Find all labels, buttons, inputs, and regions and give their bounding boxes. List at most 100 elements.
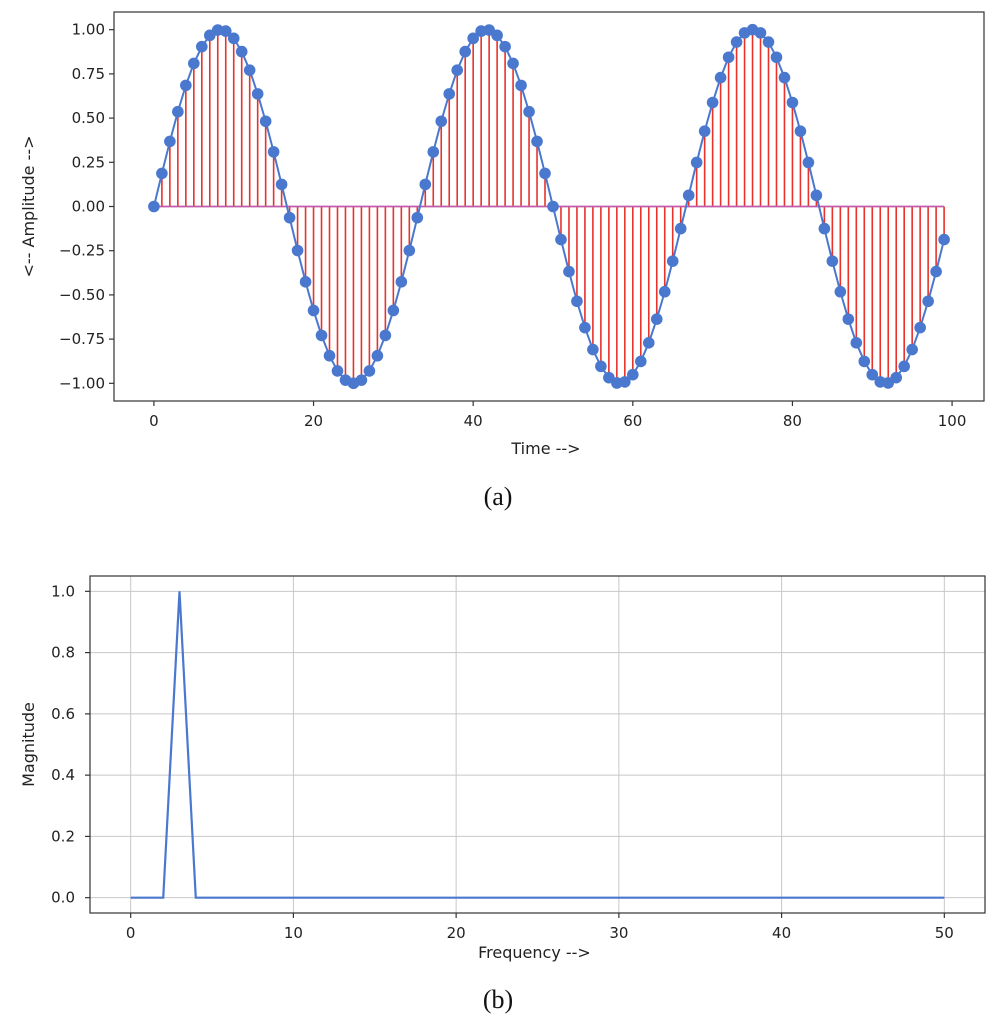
- stem-marker: [722, 51, 735, 64]
- stem-marker: [698, 125, 711, 137]
- stem-marker: [786, 96, 799, 109]
- y-tick-label: −0.50: [59, 286, 105, 304]
- stem-marker: [634, 355, 647, 368]
- stem-marker: [499, 40, 511, 53]
- y-tick-label: 0.0: [51, 889, 75, 907]
- stem-marker: [427, 146, 440, 158]
- stem-marker: [906, 343, 918, 356]
- stem-marker: [315, 329, 328, 342]
- x-tick-label: 30: [609, 924, 628, 942]
- stem-marker: [650, 313, 663, 325]
- y-axis-label-b: Magnitude: [19, 702, 38, 787]
- stem-marker: [802, 156, 815, 169]
- stem-marker: [922, 295, 934, 308]
- y-tick-label: 0.25: [72, 153, 105, 171]
- stem-marker: [459, 45, 471, 58]
- stem-marker: [890, 371, 903, 384]
- stem-marker: [914, 321, 926, 334]
- x-tick-label: 50: [935, 924, 954, 942]
- stem-marker: [866, 368, 879, 381]
- stem-marker: [491, 29, 503, 42]
- stem-marker: [227, 32, 240, 45]
- y-tick-label: −0.75: [59, 330, 105, 348]
- stem-marker: [587, 343, 599, 356]
- y-tick-label: 1.0: [51, 582, 75, 600]
- x-axis-label-b: Frequency -->: [478, 943, 591, 962]
- y-tick-label: 0.2: [51, 827, 75, 845]
- stem-marker: [579, 321, 591, 334]
- stem-marker: [523, 105, 535, 118]
- stem-marker: [363, 365, 376, 377]
- stem-marker: [690, 156, 703, 169]
- y-tick-label: 0.8: [51, 644, 75, 662]
- x-tick-label: 60: [623, 412, 642, 430]
- y-tick-label: 0.4: [51, 766, 75, 784]
- stem-marker: [515, 79, 527, 92]
- stem-marker: [251, 88, 264, 100]
- stem-marker: [267, 146, 280, 158]
- stem-marker: [435, 115, 448, 128]
- stem-marker: [379, 329, 392, 342]
- stem-marker: [642, 337, 655, 349]
- stem-marker: [148, 200, 160, 213]
- stem-chart-time-domain: 0 20 40 60 80 100 1.00 0.75 0.50 0.25 0.00 −0.25 −0.…: [19, 11, 985, 511]
- x-tick-label: 80: [783, 412, 802, 430]
- stem-marker: [411, 211, 424, 224]
- stem-marker: [323, 349, 336, 362]
- stem-marker: [563, 265, 575, 278]
- y-tick-label: 0.50: [72, 109, 105, 127]
- stem-marker: [275, 178, 288, 191]
- stem-marker: [571, 295, 583, 308]
- stem-marker: [858, 355, 871, 368]
- stem-marker: [235, 45, 248, 58]
- stem-marker: [164, 135, 176, 148]
- x-tick-label: 40: [772, 924, 791, 942]
- stem-marker: [331, 365, 344, 377]
- x-axis-label-a: Time -->: [510, 439, 580, 458]
- stem-marker: [842, 313, 855, 325]
- y-tick-label: −1.00: [59, 374, 105, 392]
- stem-marker: [706, 96, 719, 109]
- stem-marker: [156, 167, 168, 180]
- y-tick-label: 0.75: [72, 65, 105, 83]
- stem-marker: [172, 105, 184, 118]
- plot-area-b: [90, 576, 985, 913]
- x-tick-label: 0: [126, 924, 136, 942]
- stem-marker: [818, 222, 831, 235]
- stem-marker: [898, 360, 910, 373]
- caption-b: (b): [483, 985, 513, 1014]
- stem-marker: [674, 222, 687, 235]
- stem-marker: [355, 374, 368, 386]
- stem-marker: [595, 360, 607, 373]
- stem-marker: [555, 233, 567, 246]
- y-tick-label: 0.6: [51, 705, 75, 723]
- stem-marker: [714, 71, 727, 84]
- y-tick-label: 1.00: [72, 21, 105, 39]
- stem-marker: [291, 244, 304, 257]
- stem-marker: [219, 25, 232, 37]
- stem-marker: [778, 71, 791, 84]
- stem-marker: [539, 167, 551, 180]
- stem-marker: [794, 125, 807, 137]
- stem-marker: [762, 36, 775, 48]
- stem-marker: [307, 304, 320, 317]
- stem-marker: [395, 276, 408, 288]
- stem-marker: [826, 255, 839, 267]
- stem-marker: [188, 57, 200, 70]
- signal-curve: [152, 28, 946, 385]
- stem-marker: [371, 349, 384, 362]
- stem-marker: [243, 64, 256, 76]
- stem-marker: [930, 265, 942, 278]
- stem-marker: [547, 200, 559, 213]
- stem-marker: [507, 57, 519, 70]
- stem-marker: [627, 368, 639, 381]
- y-tick-label: 0.00: [72, 198, 105, 216]
- stem-marker: [283, 211, 296, 224]
- stem-marker: [938, 233, 950, 246]
- stem-marker: [770, 51, 783, 64]
- stem-marker: [451, 64, 464, 76]
- stem-marker: [730, 36, 743, 48]
- magnitude-line: [130, 591, 945, 899]
- x-tick-label: 20: [304, 412, 323, 430]
